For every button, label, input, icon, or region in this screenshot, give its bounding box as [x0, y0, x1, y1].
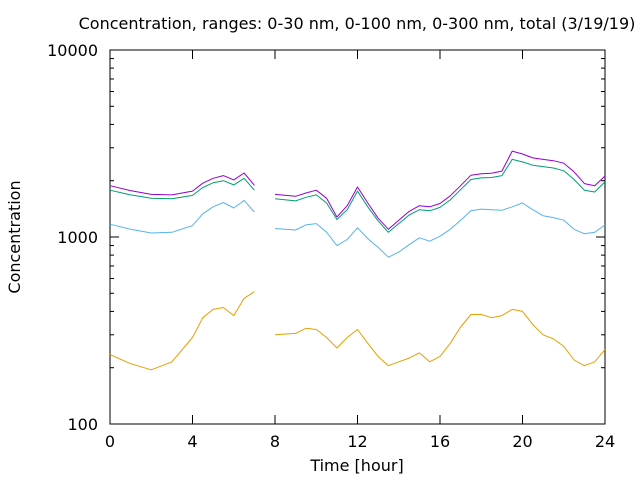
- y-axis-ticks: 100 1000 10000: [47, 41, 605, 434]
- x-axis-ticks: 0 4 8 12 16 20 24: [105, 50, 615, 451]
- plot-frame: [109, 49, 606, 425]
- x-tick-label: 0: [105, 432, 115, 451]
- x-tick-label: 16: [430, 432, 450, 451]
- y-tick-label: 10000: [47, 41, 98, 60]
- x-axis-label: Time [hour]: [309, 456, 403, 475]
- series-line-2: [109, 199, 606, 258]
- series-line-4: [109, 150, 606, 230]
- y-tick-label: 100: [67, 415, 98, 434]
- series-line-1: [109, 291, 606, 371]
- x-tick-label: 12: [347, 432, 367, 451]
- x-tick-label: 24: [595, 432, 615, 451]
- series-line-3: [109, 158, 606, 233]
- y-axis-label: Concentration: [5, 180, 24, 293]
- x-tick-label: 20: [512, 432, 532, 451]
- x-tick-label: 8: [270, 432, 280, 451]
- x-tick-label: 4: [187, 432, 197, 451]
- chart-title: Concentration, ranges: 0-30 nm, 0-100 nm…: [79, 14, 636, 33]
- y-tick-label: 1000: [57, 228, 98, 247]
- series-lines: [109, 150, 606, 371]
